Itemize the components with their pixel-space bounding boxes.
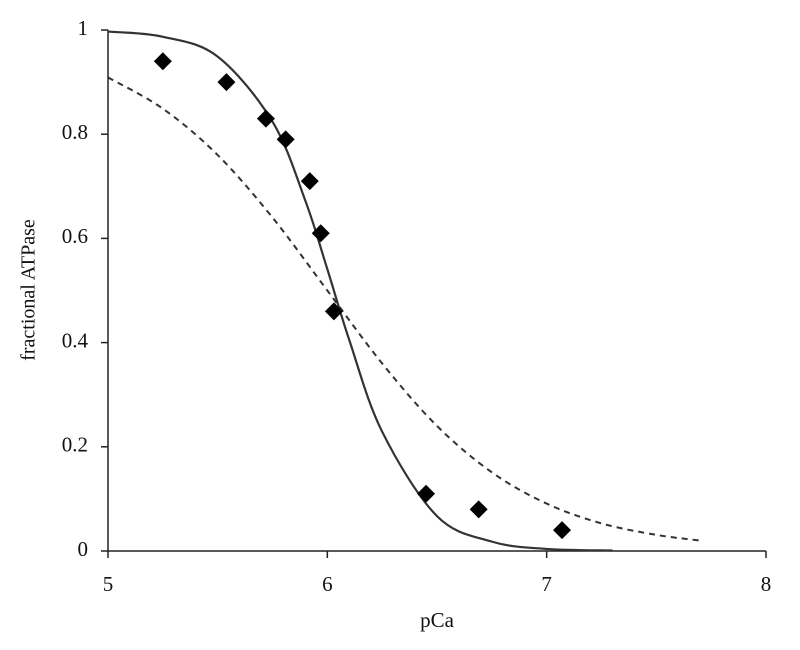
data-point (469, 500, 488, 519)
data-point (553, 521, 572, 540)
data-point (300, 172, 319, 191)
data-point (256, 109, 275, 128)
data-point (217, 73, 236, 92)
x-tick-label: 7 (541, 572, 552, 596)
y-tick-label: 0.4 (62, 328, 89, 352)
x-axis-label: pCa (420, 608, 455, 632)
curve (107, 76, 701, 542)
y-tick-label: 0 (78, 537, 89, 561)
y-axis-label: fractional ATPase (18, 219, 40, 361)
y-tick-label: 0.2 (62, 433, 88, 457)
data-point (276, 130, 295, 149)
y-tick-label: 1 (78, 16, 89, 40)
x-tick-label: 6 (322, 572, 333, 596)
data-point (324, 302, 343, 321)
data-point (153, 52, 172, 71)
y-tick-label: 0.6 (62, 224, 88, 248)
data-point (417, 484, 436, 503)
x-tick-label: 8 (761, 572, 772, 596)
x-tick-label: 5 (103, 572, 114, 596)
curve (107, 30, 613, 552)
data-point (311, 224, 330, 243)
y-tick-label: 0.8 (62, 120, 88, 144)
